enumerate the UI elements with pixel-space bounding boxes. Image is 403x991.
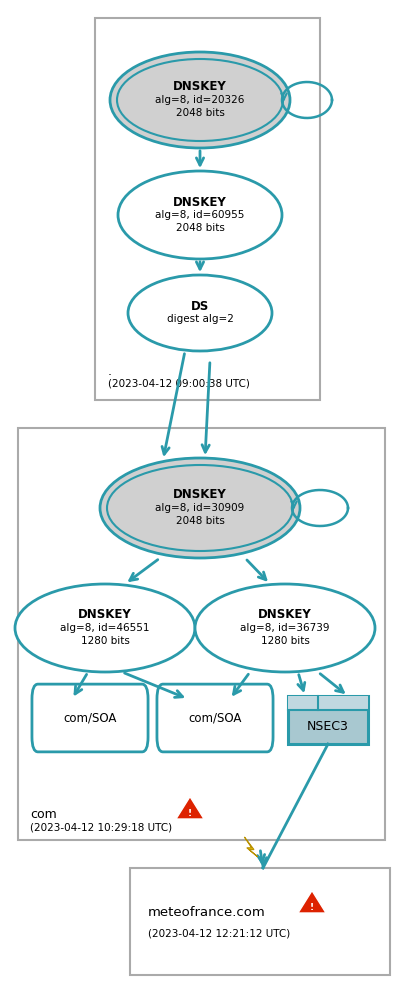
Text: 1280 bits: 1280 bits [261, 636, 310, 646]
Text: 2048 bits: 2048 bits [176, 108, 224, 118]
Text: alg=8, id=60955: alg=8, id=60955 [155, 210, 245, 220]
FancyBboxPatch shape [288, 696, 368, 710]
Ellipse shape [195, 584, 375, 672]
Text: com/SOA: com/SOA [63, 712, 117, 724]
Text: .: . [108, 365, 112, 378]
Text: DNSKEY: DNSKEY [173, 80, 227, 93]
Text: com: com [30, 808, 57, 821]
Ellipse shape [15, 584, 195, 672]
Text: digest alg=2: digest alg=2 [166, 314, 233, 324]
Text: DNSKEY: DNSKEY [173, 489, 227, 501]
Ellipse shape [100, 458, 300, 558]
Text: !: ! [188, 809, 192, 818]
Text: (2023-04-12 12:21:12 UTC): (2023-04-12 12:21:12 UTC) [148, 928, 290, 938]
Ellipse shape [110, 52, 290, 148]
Text: DNSKEY: DNSKEY [258, 608, 312, 621]
Text: alg=8, id=30909: alg=8, id=30909 [156, 503, 245, 513]
Text: meteofrance.com: meteofrance.com [148, 906, 266, 919]
FancyBboxPatch shape [32, 684, 148, 752]
FancyBboxPatch shape [95, 18, 320, 400]
Text: (2023-04-12 10:29:18 UTC): (2023-04-12 10:29:18 UTC) [30, 822, 172, 832]
Text: DNSKEY: DNSKEY [78, 608, 132, 621]
Text: 2048 bits: 2048 bits [176, 516, 224, 526]
Text: DNSKEY: DNSKEY [173, 195, 227, 208]
Text: 1280 bits: 1280 bits [81, 636, 129, 646]
Polygon shape [244, 837, 258, 857]
FancyBboxPatch shape [288, 696, 368, 744]
Text: (2023-04-12 09:00:38 UTC): (2023-04-12 09:00:38 UTC) [108, 378, 250, 388]
FancyBboxPatch shape [157, 684, 273, 752]
FancyBboxPatch shape [130, 868, 390, 975]
Text: !: ! [310, 903, 314, 912]
Text: 2048 bits: 2048 bits [176, 223, 224, 233]
Polygon shape [176, 797, 204, 819]
Text: com/SOA: com/SOA [188, 712, 242, 724]
Text: NSEC3: NSEC3 [307, 719, 349, 732]
Ellipse shape [128, 275, 272, 351]
Ellipse shape [118, 171, 282, 259]
Polygon shape [298, 891, 326, 913]
Text: alg=8, id=36739: alg=8, id=36739 [240, 623, 330, 633]
Text: DS: DS [191, 300, 209, 313]
Text: alg=8, id=46551: alg=8, id=46551 [60, 623, 150, 633]
FancyBboxPatch shape [18, 428, 385, 840]
Text: alg=8, id=20326: alg=8, id=20326 [155, 95, 245, 105]
